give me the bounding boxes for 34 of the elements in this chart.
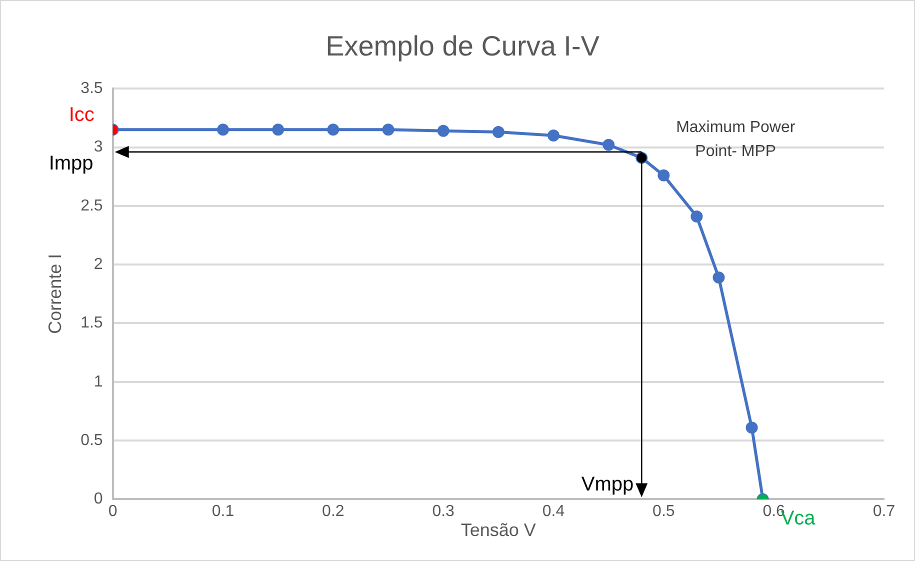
ref-line-label: Vmpp (581, 474, 634, 496)
point (746, 422, 758, 434)
x-tick-label: 0.2 (322, 503, 344, 520)
y-tick-label: 2 (94, 256, 103, 273)
point (548, 130, 560, 142)
x-tick-label: 0.5 (652, 503, 675, 520)
point (712, 271, 725, 284)
chart-title: Exemplo de Curva I-V (326, 30, 600, 62)
point (690, 210, 703, 222)
point (217, 124, 230, 136)
point (437, 124, 450, 137)
annotation: Icc (68, 104, 94, 126)
x-tick-label: 0.4 (542, 503, 565, 520)
x-tick-label: 0.3 (432, 503, 455, 520)
point (327, 124, 340, 136)
point (272, 124, 284, 136)
y-tick-label: 0 (94, 490, 103, 508)
y-tick-label: 3.5 (80, 80, 103, 98)
annotation: Maximum Power Point- MPP (676, 119, 796, 160)
y-tick-label: 1 (94, 373, 103, 390)
y-tick-label: 0.5 (80, 432, 103, 449)
point (492, 126, 504, 138)
point (602, 138, 615, 151)
y-tick-label: 1.5 (80, 314, 103, 332)
y-tick-label: 3 (94, 138, 103, 156)
x-tick-label: 0.7 (872, 503, 896, 520)
y-tick-label: 2.5 (80, 197, 103, 214)
point (658, 169, 670, 182)
x-tick-label: 0.1 (212, 503, 234, 520)
y-axis-title: Corrente I (44, 254, 65, 334)
x-tick-label: 0 (108, 503, 118, 520)
point (382, 124, 394, 136)
ref-line-label: Impp (48, 152, 94, 174)
x-axis-title: Tensão V (460, 520, 536, 540)
